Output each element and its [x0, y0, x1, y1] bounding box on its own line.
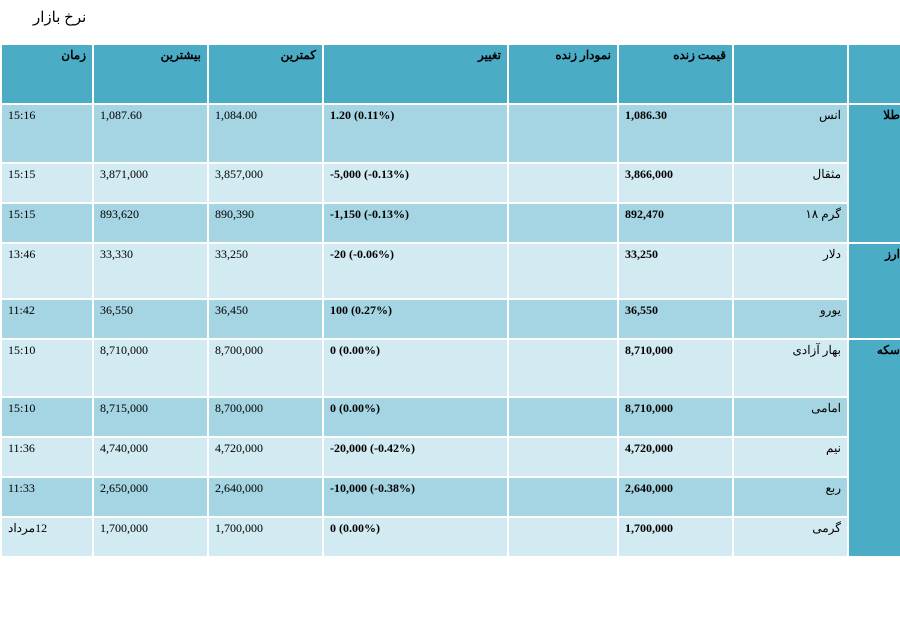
row-price: 36,550	[619, 300, 732, 338]
row-low: 33,250	[209, 244, 322, 298]
row-low: 8,700,000	[209, 398, 322, 436]
row-time: 13:46	[2, 244, 92, 298]
row-live-chart	[509, 518, 617, 556]
row-price: 892,470	[619, 204, 732, 242]
row-live-chart	[509, 300, 617, 338]
row-price: 33,250	[619, 244, 732, 298]
row-high: 8,710,000	[94, 340, 207, 396]
row-price: 8,710,000	[619, 340, 732, 396]
row-high: 33,330	[94, 244, 207, 298]
row-low: 3,857,000	[209, 164, 322, 202]
row-high: 1,700,000	[94, 518, 207, 556]
table-row: مثقال 3,866,000 -5,000 (-0.13%) 3,857,00…	[2, 164, 900, 202]
row-live-chart	[509, 478, 617, 516]
table-row: امامی 8,710,000 0 (0.00%) 8,700,000 8,71…	[2, 398, 900, 436]
row-live-chart	[509, 340, 617, 396]
row-name: گرمی	[734, 518, 847, 556]
row-high: 36,550	[94, 300, 207, 338]
table-row: ارز دلار 33,250 -20 (-0.06%) 33,250 33,3…	[2, 244, 900, 338]
row-change: -20,000 (-0.42%)	[324, 438, 507, 476]
row-low: 8,700,000	[209, 340, 322, 396]
row-price: 4,720,000	[619, 438, 732, 476]
table-row: سکه بهار آزادی 8,710,000 0 (0.00%) 8,700…	[2, 340, 900, 556]
row-name: بهار آزادی	[734, 340, 847, 396]
row-time: 11:36	[2, 438, 92, 476]
header-low: کمترین	[209, 45, 322, 103]
row-time: 15:10	[2, 340, 92, 396]
row-price: 3,866,000	[619, 164, 732, 202]
row-live-chart	[509, 204, 617, 242]
row-time: 15:16	[2, 105, 92, 162]
header-name	[734, 45, 847, 103]
row-high: 1,087.60	[94, 105, 207, 162]
row-name: مثقال	[734, 164, 847, 202]
row-live-chart	[509, 105, 617, 162]
row-change: 0 (0.00%)	[324, 398, 507, 436]
row-live-chart	[509, 244, 617, 298]
row-name: نیم	[734, 438, 847, 476]
header-live-price: قیمت زنده	[619, 45, 732, 103]
row-high: 4,740,000	[94, 438, 207, 476]
row-change: -1,150 (-0.13%)	[324, 204, 507, 242]
row-name: ربع	[734, 478, 847, 516]
header-live-chart: نمودار زنده	[509, 45, 617, 103]
row-change: 100 (0.27%)	[324, 300, 507, 338]
header-high: بیشترین	[94, 45, 207, 103]
page-title: نرخ بازار	[33, 10, 87, 26]
table-row: گرمی 1,700,000 0 (0.00%) 1,700,000 1,700…	[2, 518, 900, 556]
row-price: 2,640,000	[619, 478, 732, 516]
row-change: 1.20 (0.11%)	[324, 105, 507, 162]
category-currency: ارز	[849, 244, 900, 338]
row-live-chart	[509, 164, 617, 202]
row-change: 0 (0.00%)	[324, 518, 507, 556]
row-price: 1,086.30	[619, 105, 732, 162]
row-low: 890,390	[209, 204, 322, 242]
row-low: 36,450	[209, 300, 322, 338]
row-price: 8,710,000	[619, 398, 732, 436]
row-low: 4,720,000	[209, 438, 322, 476]
row-time: 12مرداد	[2, 518, 92, 556]
row-name: یورو	[734, 300, 847, 338]
row-low: 2,640,000	[209, 478, 322, 516]
row-live-chart	[509, 398, 617, 436]
header-row: قیمت زنده نمودار زنده تغییر کمترین بیشتر…	[2, 45, 900, 103]
row-high: 8,715,000	[94, 398, 207, 436]
row-live-chart	[509, 438, 617, 476]
table-row: ربع 2,640,000 -10,000 (-0.38%) 2,640,000…	[2, 478, 900, 516]
market-rates-table: قیمت زنده نمودار زنده تغییر کمترین بیشتر…	[0, 43, 900, 558]
row-change: 0 (0.00%)	[324, 340, 507, 396]
row-high: 2,650,000	[94, 478, 207, 516]
table-row: طلا انس 1,086.30 1.20 (0.11%) 1,084.00 1…	[2, 105, 900, 242]
row-change: -20 (-0.06%)	[324, 244, 507, 298]
row-time: 15:15	[2, 164, 92, 202]
row-low: 1,084.00	[209, 105, 322, 162]
row-time: 15:15	[2, 204, 92, 242]
row-high: 3,871,000	[94, 164, 207, 202]
category-coin: سکه	[849, 340, 900, 556]
table-row: نیم 4,720,000 -20,000 (-0.42%) 4,720,000…	[2, 438, 900, 476]
table-row: گرم ۱۸ 892,470 -1,150 (-0.13%) 890,390 8…	[2, 204, 900, 242]
row-time: 15:10	[2, 398, 92, 436]
row-change: -10,000 (-0.38%)	[324, 478, 507, 516]
row-name: دلار	[734, 244, 847, 298]
row-time: 11:42	[2, 300, 92, 338]
table-row: یورو 36,550 100 (0.27%) 36,450 36,550 11…	[2, 300, 900, 338]
header-time: زمان	[2, 45, 92, 103]
row-name: امامی	[734, 398, 847, 436]
row-low: 1,700,000	[209, 518, 322, 556]
category-gold: طلا	[849, 105, 900, 242]
row-price: 1,700,000	[619, 518, 732, 556]
row-name: انس	[734, 105, 847, 162]
row-high: 893,620	[94, 204, 207, 242]
header-category	[849, 45, 900, 103]
header-change: تغییر	[324, 45, 507, 103]
row-change: -5,000 (-0.13%)	[324, 164, 507, 202]
row-name: گرم ۱۸	[734, 204, 847, 242]
row-time: 11:33	[2, 478, 92, 516]
